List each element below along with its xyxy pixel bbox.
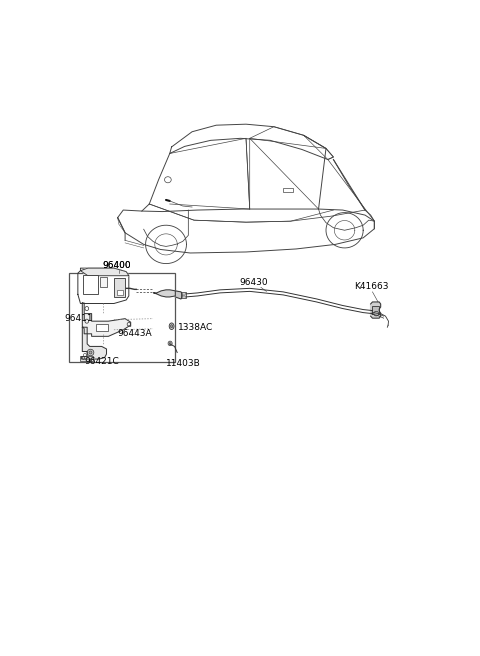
Bar	[96, 324, 108, 331]
Bar	[283, 188, 292, 192]
Bar	[372, 306, 379, 314]
Polygon shape	[175, 291, 182, 299]
Text: 96421C: 96421C	[84, 357, 119, 366]
Bar	[114, 277, 125, 297]
Bar	[83, 276, 98, 295]
Polygon shape	[83, 303, 131, 337]
Bar	[181, 292, 186, 298]
Text: K41663: K41663	[355, 282, 389, 291]
Bar	[100, 277, 107, 287]
Text: 96400: 96400	[103, 260, 132, 270]
Bar	[117, 290, 123, 295]
Ellipse shape	[169, 342, 171, 344]
Text: 96400: 96400	[103, 260, 132, 270]
Text: 96443A: 96443A	[118, 329, 152, 338]
Text: 96430: 96430	[239, 278, 268, 287]
Polygon shape	[81, 268, 129, 276]
Ellipse shape	[374, 312, 379, 316]
Text: 1338AC: 1338AC	[178, 323, 214, 332]
Ellipse shape	[89, 351, 92, 354]
Bar	[69, 273, 175, 361]
Ellipse shape	[170, 325, 173, 328]
Polygon shape	[154, 290, 175, 297]
Polygon shape	[82, 327, 107, 359]
Polygon shape	[371, 302, 381, 318]
Text: 11403B: 11403B	[166, 359, 201, 368]
Ellipse shape	[168, 341, 172, 346]
Ellipse shape	[169, 323, 174, 329]
Text: 96411: 96411	[64, 314, 93, 323]
Bar	[81, 356, 94, 361]
Ellipse shape	[87, 349, 94, 356]
